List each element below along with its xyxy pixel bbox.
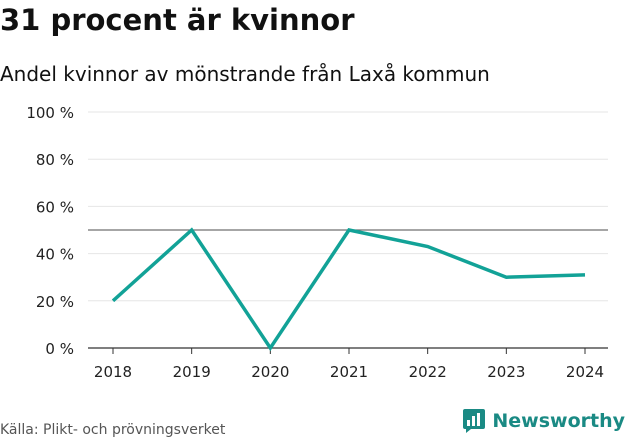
y-tick-label: 60 % bbox=[36, 198, 74, 216]
y-tick-label: 40 % bbox=[36, 246, 74, 264]
series-line bbox=[111, 227, 586, 352]
x-tick-label: 2019 bbox=[173, 363, 211, 381]
chart-title: 31 procent är kvinnor bbox=[0, 3, 355, 37]
x-axis-tick-labels: 2018 2019 2020 2021 2022 2023 2024 bbox=[94, 348, 604, 381]
y-axis-tick-labels: 0 % 20 % 40 % 60 % 80 % 100 % bbox=[26, 104, 74, 358]
x-tick-label: 2024 bbox=[566, 363, 604, 381]
x-tick-label: 2020 bbox=[251, 363, 289, 381]
line-chart: 0 % 20 % 40 % 60 % 80 % 100 % 2018 2019 2020 202… bbox=[26, 104, 608, 381]
chart-subtitle: Andel kvinnor av mönstrande från Laxå ko… bbox=[0, 62, 490, 86]
y-tick-label: 0 % bbox=[45, 340, 74, 358]
x-tick-label: 2018 bbox=[94, 363, 132, 381]
series-group bbox=[111, 227, 586, 352]
x-tick-label: 2023 bbox=[487, 363, 525, 381]
brand-name: Newsworthy bbox=[492, 410, 625, 432]
newsworthy-logo-icon bbox=[463, 409, 486, 433]
y-tick-label: 20 % bbox=[36, 293, 74, 311]
source-note: Källa: Plikt- och prövningsverket bbox=[0, 422, 226, 438]
x-tick-label: 2022 bbox=[409, 363, 447, 381]
grid-lines bbox=[88, 111, 608, 349]
y-tick-label: 100 % bbox=[26, 104, 74, 122]
brand-logo: Newsworthy bbox=[462, 408, 625, 434]
y-tick-label: 80 % bbox=[36, 151, 74, 169]
x-tick-label: 2021 bbox=[330, 363, 368, 381]
